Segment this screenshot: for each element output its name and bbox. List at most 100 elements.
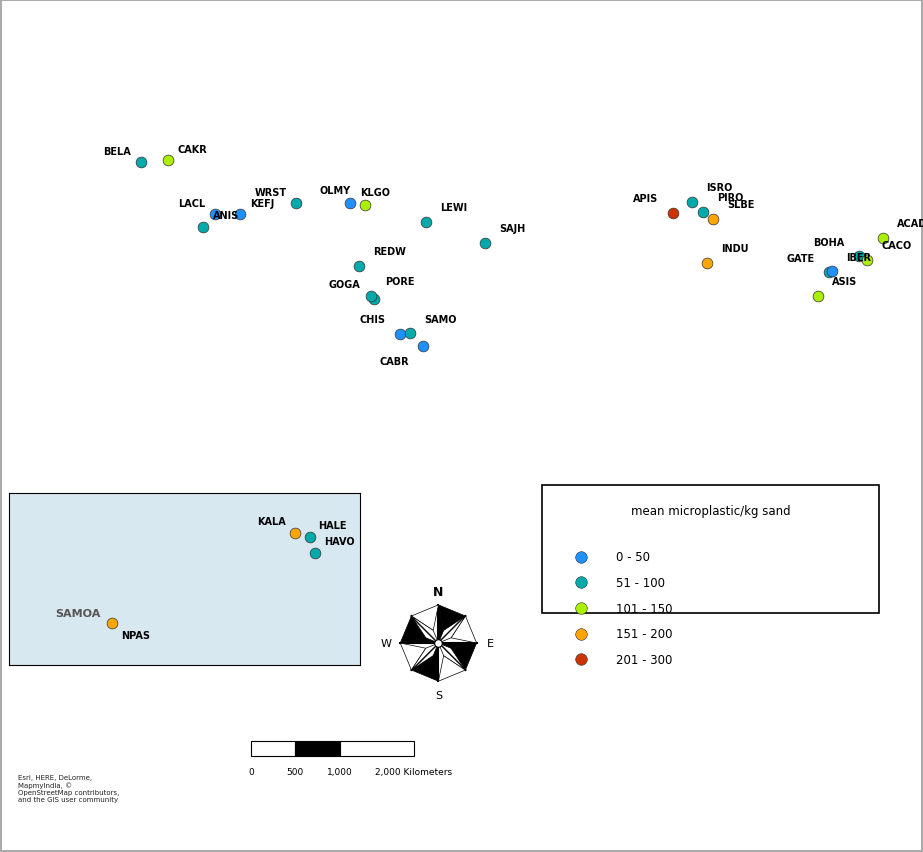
Point (851, 250, 866, 264)
Text: HAVO: HAVO (324, 536, 354, 546)
Point (392, 328, 407, 342)
Point (343, 198, 358, 211)
Text: REDW: REDW (374, 247, 406, 256)
Point (415, 340, 430, 354)
Text: CABR: CABR (379, 357, 409, 366)
Text: ISRO: ISRO (706, 183, 733, 193)
Polygon shape (438, 656, 465, 682)
Point (573, 550, 588, 564)
Polygon shape (412, 643, 438, 671)
Text: BOHA: BOHA (813, 238, 845, 247)
Point (573, 653, 588, 666)
Point (364, 290, 378, 303)
Polygon shape (401, 643, 426, 671)
Text: 101 - 150: 101 - 150 (616, 602, 673, 615)
Point (303, 530, 318, 544)
Point (419, 216, 434, 229)
Polygon shape (401, 638, 438, 643)
Text: WRST: WRST (254, 188, 286, 198)
Bar (295, 741, 340, 757)
Point (700, 256, 714, 270)
Point (821, 266, 836, 279)
Text: NPAS: NPAS (121, 630, 150, 640)
Text: CAKR: CAKR (178, 145, 208, 154)
Text: KEFJ: KEFJ (250, 199, 274, 209)
Text: IBER: IBER (846, 252, 871, 262)
Text: GOGA: GOGA (329, 279, 360, 290)
Point (825, 265, 840, 279)
Text: KALA: KALA (258, 516, 286, 527)
FancyBboxPatch shape (543, 486, 879, 613)
Text: OLMY: OLMY (319, 186, 351, 196)
Point (810, 290, 825, 303)
Point (367, 292, 382, 306)
Text: ANIS: ANIS (213, 211, 239, 222)
Text: CHIS: CHIS (360, 315, 386, 325)
Polygon shape (438, 605, 465, 630)
Bar (251, 741, 295, 757)
Point (573, 576, 588, 590)
Bar (340, 741, 414, 757)
Point (105, 616, 120, 630)
Point (859, 254, 874, 268)
Text: APIS: APIS (633, 194, 659, 204)
Text: ACAD: ACAD (897, 219, 923, 228)
Text: 1,000: 1,000 (327, 767, 353, 776)
Text: 2,000 Kilometers: 2,000 Kilometers (375, 767, 452, 776)
Point (307, 546, 322, 560)
Text: PORE: PORE (385, 277, 414, 286)
Point (478, 237, 493, 250)
Text: 201 - 300: 201 - 300 (616, 653, 672, 666)
Text: SLBE: SLBE (727, 200, 755, 210)
Text: ASIS: ASIS (833, 277, 857, 286)
Point (706, 213, 721, 227)
Text: SAMOA: SAMOA (55, 608, 101, 619)
Polygon shape (401, 616, 426, 643)
Text: 500: 500 (287, 767, 304, 776)
Point (161, 154, 175, 168)
Polygon shape (451, 616, 476, 643)
Point (685, 196, 700, 210)
Polygon shape (451, 643, 476, 671)
Point (665, 207, 680, 221)
Text: E: E (486, 638, 494, 648)
Point (196, 221, 210, 234)
Text: Esri, HERE, DeLorme,
MapmyIndia, ©
OpenStreetMap contributors,
and the GIS user : Esri, HERE, DeLorme, MapmyIndia, © OpenS… (18, 774, 119, 802)
Text: mean microplastic/kg sand: mean microplastic/kg sand (631, 504, 790, 518)
Point (695, 206, 710, 220)
Polygon shape (438, 643, 476, 648)
Polygon shape (412, 656, 438, 682)
Point (357, 199, 372, 212)
Text: 0 - 50: 0 - 50 (616, 550, 650, 564)
Text: PIRO: PIRO (717, 193, 743, 204)
Polygon shape (438, 605, 444, 643)
Text: INDU: INDU (722, 244, 749, 254)
Polygon shape (438, 616, 465, 643)
Polygon shape (438, 643, 465, 671)
Polygon shape (412, 605, 438, 630)
Text: HALE: HALE (318, 521, 347, 530)
Text: 0: 0 (248, 767, 254, 776)
Text: BELA: BELA (103, 147, 131, 157)
Text: N: N (433, 585, 444, 598)
Point (289, 198, 304, 211)
Polygon shape (412, 616, 438, 643)
Text: LEWI: LEWI (440, 203, 467, 213)
Point (573, 602, 588, 615)
Point (573, 627, 588, 641)
Point (233, 208, 247, 222)
Text: S: S (435, 690, 442, 700)
Polygon shape (433, 643, 438, 682)
Text: SAJH: SAJH (499, 224, 525, 234)
Text: W: W (381, 638, 392, 648)
Text: CACO: CACO (881, 241, 911, 251)
Text: LACL: LACL (178, 199, 205, 209)
Text: GATE: GATE (786, 253, 814, 263)
Text: 151 - 200: 151 - 200 (616, 627, 673, 641)
Text: KLGO: KLGO (360, 188, 390, 198)
Point (288, 527, 303, 540)
Point (134, 156, 149, 170)
Text: SAMO: SAMO (424, 314, 457, 324)
Point (876, 232, 891, 245)
Point (352, 260, 366, 273)
